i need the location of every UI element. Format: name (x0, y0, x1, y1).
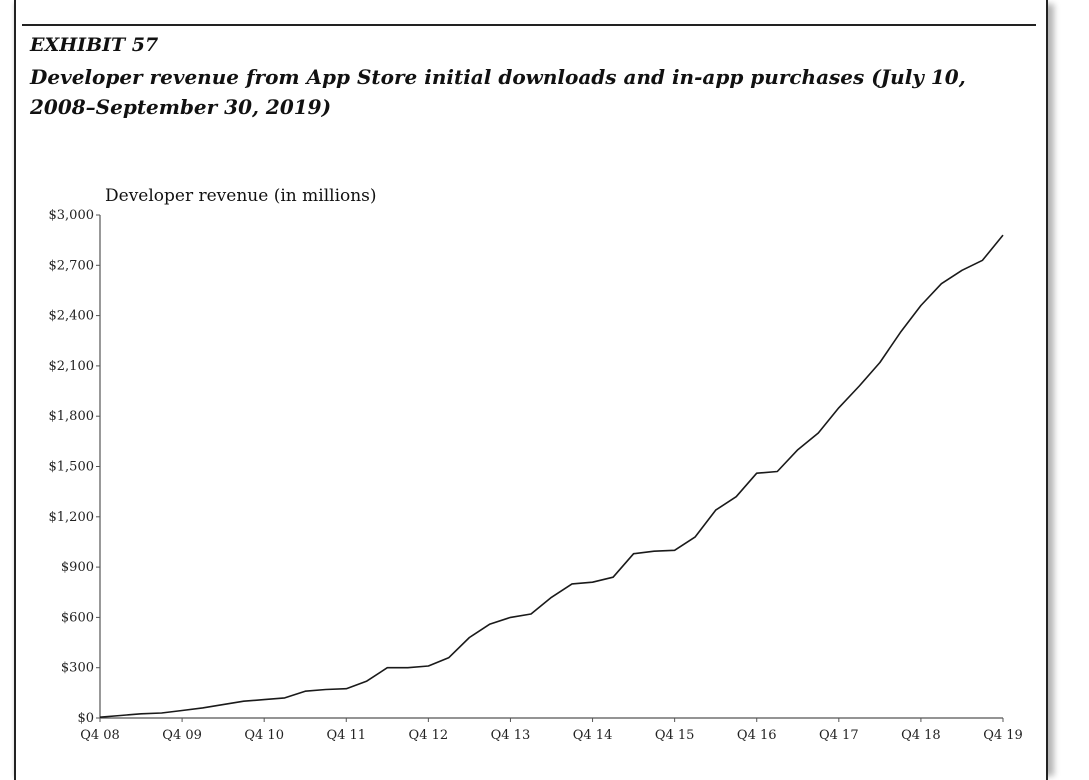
x-axis: Q4 08 Q4 09 Q4 10 Q4 11 Q4 12 Q4 13 Q4 14 Q4 15… (80, 717, 1023, 743)
x-tick-label: Q4 19 (983, 728, 1023, 743)
x-tick-label: Q4 16 (737, 728, 777, 743)
x-tick-label: Q4 18 (901, 728, 941, 743)
y-tick-label: $600 (61, 610, 94, 625)
x-tick-label: Q4 11 (326, 728, 366, 743)
x-tick-label: Q4 15 (655, 728, 695, 743)
x-tick-label: Q4 17 (819, 728, 859, 743)
y-axis-label: Developer revenue (in millions) (105, 186, 377, 206)
x-tick-label: Q4 09 (162, 728, 202, 743)
y-tick-label: $1,200 (49, 510, 95, 525)
y-tick-label: $3,000 (49, 208, 95, 223)
exhibit-number: EXHIBIT 57 (30, 34, 159, 56)
y-tick-label: $1,500 (49, 460, 95, 475)
x-tick-label: Q4 10 (244, 728, 284, 743)
y-tick-label: $900 (61, 560, 94, 575)
y-axis: $0 $300 $600 $900 $1,200 $1,500 $1,800 $2,100 $2… (49, 208, 101, 726)
plot-area (99, 234, 1004, 718)
series-line (99, 234, 1004, 718)
x-tick-label: Q4 08 (80, 728, 120, 743)
y-tick-label: $2,400 (49, 309, 95, 324)
x-tick-label: Q4 13 (491, 728, 531, 743)
y-tick-label: $2,100 (49, 359, 95, 374)
exhibit-frame (14, 0, 1048, 780)
x-tick-label: Q4 12 (409, 728, 449, 743)
chart-title: Developer revenue from App Store initial… (30, 65, 966, 119)
y-tick-label: $2,700 (49, 258, 95, 273)
y-tick-label: $1,800 (49, 409, 95, 424)
x-tick-label: Q4 14 (573, 728, 613, 743)
y-tick-label: $0 (77, 711, 94, 726)
y-tick-label: $300 (61, 661, 94, 676)
top-rule (22, 24, 1036, 26)
